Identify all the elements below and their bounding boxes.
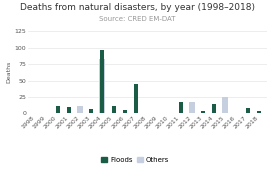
Bar bbox=[201, 111, 205, 113]
Legend: Floods, Others: Floods, Others bbox=[98, 154, 172, 166]
Bar bbox=[222, 97, 229, 113]
Bar bbox=[123, 110, 127, 113]
Text: Source: CRED EM-DAT: Source: CRED EM-DAT bbox=[99, 16, 176, 22]
Bar bbox=[257, 111, 261, 113]
Bar bbox=[189, 102, 195, 113]
Bar bbox=[134, 84, 138, 113]
Bar bbox=[212, 104, 216, 113]
Bar bbox=[89, 109, 93, 113]
Bar bbox=[246, 108, 250, 113]
Y-axis label: Deaths: Deaths bbox=[7, 61, 12, 83]
Bar bbox=[112, 106, 116, 113]
Bar bbox=[67, 107, 71, 113]
Bar bbox=[77, 106, 83, 113]
Bar bbox=[100, 50, 104, 113]
Bar bbox=[56, 106, 60, 113]
Bar bbox=[179, 102, 183, 113]
Text: Deaths from natural disasters, by year (1998–2018): Deaths from natural disasters, by year (… bbox=[20, 3, 255, 12]
Bar bbox=[99, 59, 106, 113]
